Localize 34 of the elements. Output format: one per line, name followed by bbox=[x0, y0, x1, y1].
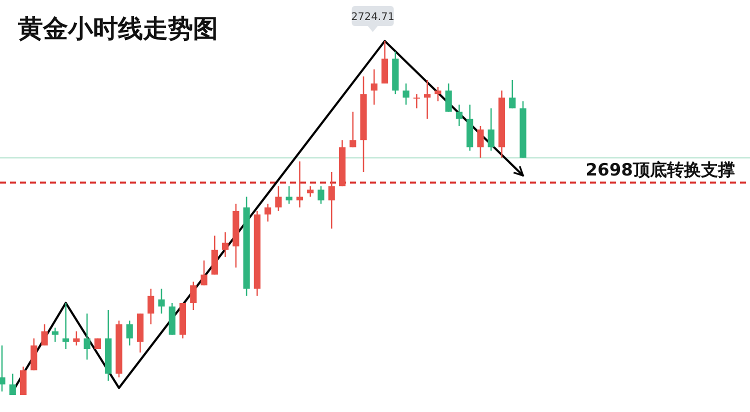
candlestick bbox=[84, 312, 90, 360]
candlestick bbox=[456, 104, 462, 127]
candlestick bbox=[434, 86, 442, 102]
candlestick bbox=[222, 232, 229, 258]
candlestick bbox=[148, 288, 154, 325]
candlestick bbox=[264, 203, 272, 222]
candlestick bbox=[52, 327, 58, 343]
candlestick bbox=[296, 160, 304, 208]
candlestick bbox=[402, 82, 410, 106]
candlestick bbox=[190, 281, 197, 311]
candlestick bbox=[350, 111, 356, 148]
candlestick bbox=[200, 260, 208, 286]
candlestick bbox=[275, 185, 282, 212]
candlestick bbox=[413, 93, 420, 109]
text: 2724.71 bbox=[351, 11, 394, 23]
candlestick bbox=[370, 68, 378, 106]
candlestick bbox=[73, 330, 80, 346]
candlestick bbox=[62, 302, 70, 350]
candlestick bbox=[509, 79, 516, 109]
candlestick bbox=[477, 125, 484, 158]
candlestick bbox=[286, 185, 292, 204]
candlestick bbox=[445, 82, 452, 112]
candlestick bbox=[126, 320, 133, 346]
candlestick bbox=[318, 185, 324, 204]
chart-title: 黄金小时线走势图 bbox=[17, 14, 218, 43]
candlestick bbox=[0, 344, 6, 392]
ref-line-label: 2698顶底转换支撑 bbox=[586, 160, 735, 181]
candlestick bbox=[488, 108, 494, 152]
candlestick bbox=[41, 324, 48, 346]
candlestick bbox=[158, 288, 165, 314]
candlestick bbox=[9, 373, 16, 396]
candlestick bbox=[424, 79, 431, 120]
candlestick bbox=[307, 185, 314, 198]
candlestick bbox=[328, 171, 335, 230]
